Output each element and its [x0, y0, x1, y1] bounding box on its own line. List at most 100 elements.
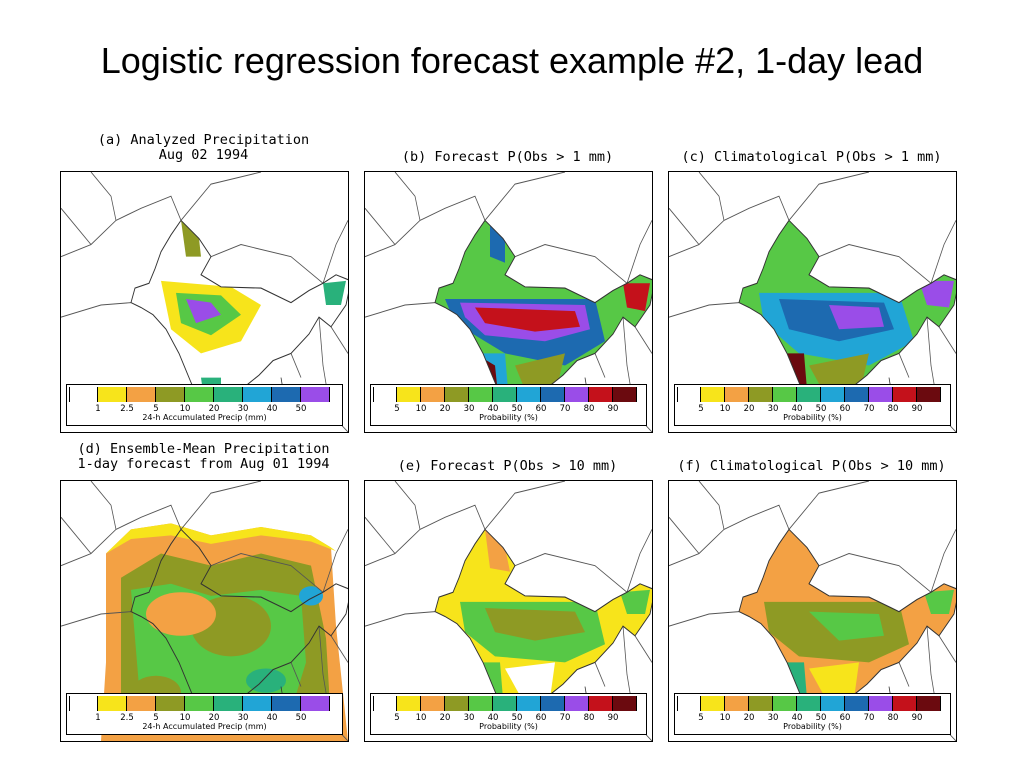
prob-colorbar: 5 10 20 30 40 50 60 70 80 90 Probability (%) — [674, 693, 951, 735]
panel-c: (c) Climatological P(Obs > 1 mm) 5 10 20 30 4… — [668, 150, 957, 433]
panel-a: (a) Analyzed Precipitation Aug 02 1994 1 2… — [60, 132, 349, 433]
colorbar-tick-label: 2.5 — [120, 713, 134, 723]
colorbar-tick-label: 50 — [815, 404, 827, 414]
country-borders — [61, 172, 348, 432]
colorbar-swatch — [821, 387, 845, 402]
colorbar-swatch — [613, 696, 637, 711]
map-d — [61, 481, 348, 741]
colorbar-caption: Probability (%) — [479, 413, 538, 422]
colorbar-tick-label: 5 — [153, 404, 159, 414]
colorbar-swatch — [893, 696, 917, 711]
panel-title: (e) Forecast P(Obs > 10 mm) — [397, 458, 618, 474]
panel-title: (d) Ensemble-Mean Precipitation 1-day fo… — [77, 441, 330, 472]
colorbar-swatch — [373, 696, 397, 711]
colorbar-swatch — [301, 696, 330, 711]
colorbar-tick-label: 70 — [863, 404, 875, 414]
prob-colorbar: 5 10 20 30 40 50 60 70 80 90 Probability (%) — [370, 384, 647, 426]
colorbar-swatch — [541, 387, 565, 402]
colorbar-tick-label: 5 — [394, 404, 400, 414]
colorbar-swatch — [869, 696, 893, 711]
colorbar-tick-label: 50 — [815, 713, 827, 723]
colorbar-tick-label: 20 — [208, 713, 220, 723]
panel-b: (b) Forecast P(Obs > 1 mm) 5 10 20 30 40 50 60 7… — [364, 149, 653, 433]
precip-colorbar: 1 2.5 5 10 20 30 40 50 24-h Accumulated Precip (… — [66, 384, 343, 426]
colorbar-swatch — [845, 696, 869, 711]
colorbar-tick-label: 20 — [208, 404, 220, 414]
colorbar-swatch — [373, 387, 397, 402]
colorbar-swatch — [272, 387, 301, 402]
colorbar-swatch — [98, 387, 127, 402]
colorbar-tick-label: 70 — [559, 713, 571, 723]
colorbar-tick-label: 30 — [463, 713, 475, 723]
map-e — [365, 481, 652, 741]
colorbar-swatch — [493, 387, 517, 402]
colorbar-swatch — [677, 696, 701, 711]
colorbar-swatch — [469, 387, 493, 402]
colorbar-swatch — [397, 696, 421, 711]
colorbar-tick-label: 10 — [719, 713, 731, 723]
colorbar-swatch — [243, 387, 272, 402]
colorbar-swatch — [185, 696, 214, 711]
colorbar-tick-label: 90 — [607, 404, 619, 414]
colorbar-tick-label: 90 — [607, 713, 619, 723]
slide-title: Logistic regression forecast example #2,… — [100, 40, 924, 81]
colorbar-swatch — [156, 387, 185, 402]
colorbar-tick-label: 5 — [153, 713, 159, 723]
colorbar-tick-label: 30 — [237, 713, 249, 723]
colorbar-tick-label: 5 — [698, 404, 704, 414]
colorbar-tick-label: 30 — [767, 713, 779, 723]
colorbar-tick-label: 80 — [583, 713, 595, 723]
colorbar-swatch — [797, 387, 821, 402]
precip-field — [101, 523, 348, 741]
panel-f: (f) Climatological P(Obs > 10 mm) 5 10 20 30… — [668, 459, 957, 742]
colorbar-swatch — [421, 387, 445, 402]
country-borders — [669, 172, 956, 432]
colorbar-swatch — [272, 696, 301, 711]
colorbar-tick-label: 10 — [415, 713, 427, 723]
colorbar-tick-label: 70 — [863, 713, 875, 723]
colorbar-swatch — [156, 696, 185, 711]
colorbar-tick-label: 50 — [295, 404, 307, 414]
colorbar-tick-label: 20 — [439, 713, 451, 723]
colorbar-swatch — [243, 696, 272, 711]
colorbar-swatch — [773, 387, 797, 402]
colorbar-tick-label: 10 — [415, 404, 427, 414]
colorbar-swatch — [773, 696, 797, 711]
colorbar-tick-label: 60 — [839, 404, 851, 414]
colorbar-tick-label: 30 — [237, 404, 249, 414]
colorbar-tick-label: 30 — [463, 404, 475, 414]
colorbar-tick-label: 40 — [266, 404, 278, 414]
panel-title: (a) Analyzed Precipitation Aug 02 1994 — [97, 132, 310, 163]
colorbar-swatch — [701, 696, 725, 711]
colorbar-swatch — [445, 696, 469, 711]
colorbar-tick-label: 20 — [743, 404, 755, 414]
colorbar-swatch — [127, 696, 156, 711]
colorbar-swatch — [749, 387, 773, 402]
colorbar-caption: Probability (%) — [479, 722, 538, 731]
panel-d: (d) Ensemble-Mean Precipitation 1-day fo… — [60, 441, 349, 742]
map-frame: 5 10 20 30 40 50 60 70 80 90 Probability (%) — [668, 480, 957, 742]
prob-colorbar: 5 10 20 30 40 50 60 70 80 90 Probability (%) — [370, 693, 647, 735]
colorbar-tick-label: 50 — [295, 713, 307, 723]
colorbar-tick-label: 10 — [179, 713, 191, 723]
colorbar-swatch — [493, 696, 517, 711]
colorbar-caption: 24-h Accumulated Precip (mm) — [142, 413, 267, 422]
colorbar-tick-label: 50 — [511, 404, 523, 414]
map-frame: 1 2.5 5 10 20 30 40 50 24-h Accumulated Precip (… — [60, 480, 349, 742]
colorbar-tick-label: 30 — [767, 404, 779, 414]
colorbar-tick-label: 60 — [535, 713, 547, 723]
precip-colorbar: 1 2.5 5 10 20 30 40 50 24-h Accumulated Precip (… — [66, 693, 343, 735]
panel-title: (b) Forecast P(Obs > 1 mm) — [401, 149, 614, 165]
colorbar-swatch — [445, 387, 469, 402]
colorbar-tick-label: 5 — [394, 713, 400, 723]
colorbar-swatch — [469, 696, 493, 711]
colorbar-swatch — [565, 696, 589, 711]
colorbar-swatch — [185, 387, 214, 402]
colorbar-caption: Probability (%) — [783, 413, 842, 422]
colorbar-tick-label: 5 — [698, 713, 704, 723]
colorbar-tick-label: 90 — [911, 713, 923, 723]
map-a — [61, 172, 348, 432]
colorbar-tick-label: 40 — [266, 713, 278, 723]
map-frame: 5 10 20 30 40 50 60 70 80 90 Probability (%) — [364, 480, 653, 742]
colorbar-tick-label: 40 — [791, 713, 803, 723]
